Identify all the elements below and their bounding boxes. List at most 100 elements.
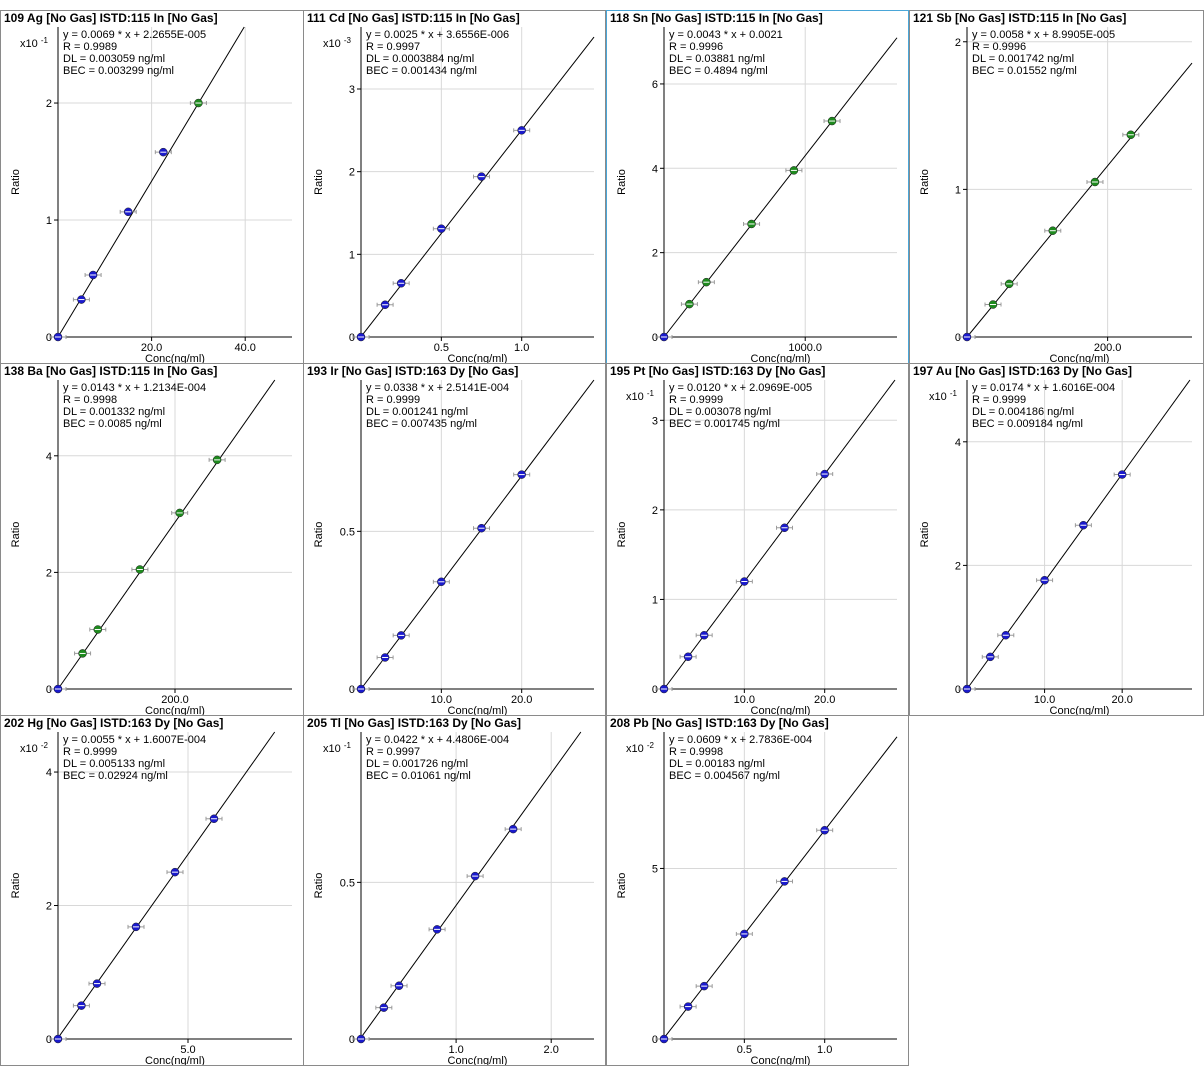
data-point[interactable] [127,922,145,932]
data-point[interactable] [695,631,713,640]
data-point[interactable] [785,166,803,175]
data-point[interactable] [1113,470,1131,479]
stats-line: BEC = 0.001434 ng/ml [366,65,477,77]
calibration-panel[interactable]: 121 Sb [No Gas] ISTD:115 In [No Gas] 200.… [909,10,1204,364]
data-point[interactable] [504,824,522,834]
data-point[interactable] [513,126,531,135]
stats-line: DL = 0.003059 ng/ml [63,53,165,65]
data-point[interactable] [473,523,491,533]
calibration-panel[interactable]: 195 Pt [No Gas] ISTD:163 Dy [No Gas] 10.0… [606,363,909,716]
y-tick-label: 4 [46,451,52,463]
regression-line [966,62,1193,338]
data-point[interactable] [428,925,446,934]
y-tick-label: 0 [349,684,355,696]
y-tick-label: 6 [652,79,658,91]
data-point[interactable] [958,684,976,694]
data-point[interactable] [655,1034,673,1044]
x-tick-label: 20.0 [814,694,835,706]
calibration-panel[interactable]: 118 Sn [No Gas] ISTD:115 In [No Gas] 1000… [606,10,909,364]
data-point[interactable] [375,1003,393,1012]
y-axis-label: Ratio [10,873,22,899]
regression-line [663,736,898,1039]
data-point[interactable] [205,814,223,824]
stats-line: DL = 0.001332 ng/ml [63,406,165,418]
data-point[interactable] [84,270,102,280]
data-point[interactable] [655,684,673,694]
data-point[interactable] [1000,279,1018,289]
data-point[interactable] [1122,130,1140,140]
data-point[interactable] [695,981,713,991]
data-point[interactable] [1036,575,1054,585]
calibration-panel[interactable]: 208 Pb [No Gas] ISTD:163 Dy [No Gas] 0.5 1… [606,715,909,1066]
y-tick-label: 1 [652,594,658,606]
data-point[interactable] [171,508,189,518]
data-point[interactable] [958,332,976,342]
data-point[interactable] [816,469,834,479]
data-point[interactable] [376,300,394,310]
data-point[interactable] [679,1002,697,1011]
data-point[interactable] [432,577,450,587]
data-point[interactable] [679,652,697,662]
data-point[interactable] [981,652,999,662]
data-point[interactable] [1074,520,1092,530]
data-point[interactable] [352,332,370,342]
stats-line: y = 0.0058 * x + 8.9905E-005 [972,29,1115,41]
calibration-plot: 1000.0 0 2 4 6 Conc(ng/ml) Ratio y = 0.0043 * x… [616,27,898,363]
x-axis-label: Conc(ng/ml) [448,705,508,716]
calibration-panel[interactable]: 109 Ag [No Gas] ISTD:115 In [No Gas] 20.0… [0,10,304,364]
data-point[interactable] [735,929,753,939]
data-point[interactable] [376,653,394,662]
data-point[interactable] [352,684,370,694]
data-point[interactable] [392,279,410,288]
data-point[interactable] [390,981,408,990]
data-point[interactable] [74,649,92,658]
data-point[interactable] [89,625,107,634]
data-point[interactable] [466,871,484,881]
data-point[interactable] [392,631,410,640]
data-point[interactable] [984,300,1002,309]
y-multiplier-label: x10 -1 [20,36,48,50]
y-tick-label: 2 [652,505,658,517]
calibration-panel[interactable]: 202 Hg [No Gas] ISTD:163 Dy [No Gas] 5.0 0… [0,715,304,1066]
data-point[interactable] [131,565,149,574]
data-point[interactable] [88,979,106,988]
calibration-panel[interactable]: 205 Tl [No Gas] ISTD:163 Dy [No Gas] 1.0 2… [303,715,606,1066]
data-point[interactable] [743,219,761,229]
data-point[interactable] [816,825,834,835]
stats-line: BEC = 0.007435 ng/ml [366,418,477,430]
stats-line: R = 0.9996 [972,41,1026,53]
y-axis-label: Ratio [313,169,325,195]
data-point[interactable] [1044,226,1062,235]
data-point[interactable] [49,684,67,694]
data-point[interactable] [823,116,841,126]
y-multiplier-label: x10 -1 [929,389,957,403]
data-point[interactable] [72,295,90,304]
data-point[interactable] [473,172,491,181]
data-point[interactable] [735,577,753,586]
data-point[interactable] [997,630,1015,640]
data-point[interactable] [655,332,673,342]
data-point[interactable] [1086,177,1104,187]
data-point[interactable] [352,1034,370,1044]
data-point[interactable] [697,277,715,287]
data-point[interactable] [189,98,207,108]
data-point[interactable] [154,147,172,157]
data-point[interactable] [776,877,794,886]
data-point[interactable] [166,867,184,877]
data-point[interactable] [72,1001,90,1010]
calibration-panel[interactable]: 111 Cd [No Gas] ISTD:115 In [No Gas] 0.5 1… [303,10,606,364]
stats-line: y = 0.0120 * x + 2.0969E-005 [669,382,812,394]
y-tick-label: 3 [349,84,355,96]
data-point[interactable] [208,455,226,465]
data-point[interactable] [680,299,698,309]
data-point[interactable] [119,207,137,217]
data-point[interactable] [49,1034,67,1044]
data-point[interactable] [49,332,67,342]
y-tick-label: 0 [652,1034,658,1046]
data-point[interactable] [513,470,531,479]
calibration-panel[interactable]: 197 Au [No Gas] ISTD:163 Dy [No Gas] 10.0… [909,363,1204,716]
data-point[interactable] [776,523,794,533]
calibration-panel[interactable]: 138 Ba [No Gas] ISTD:115 In [No Gas] 200.… [0,363,304,716]
data-point[interactable] [432,224,450,233]
calibration-panel[interactable]: 193 Ir [No Gas] ISTD:163 Dy [No Gas] 10.0… [303,363,606,716]
